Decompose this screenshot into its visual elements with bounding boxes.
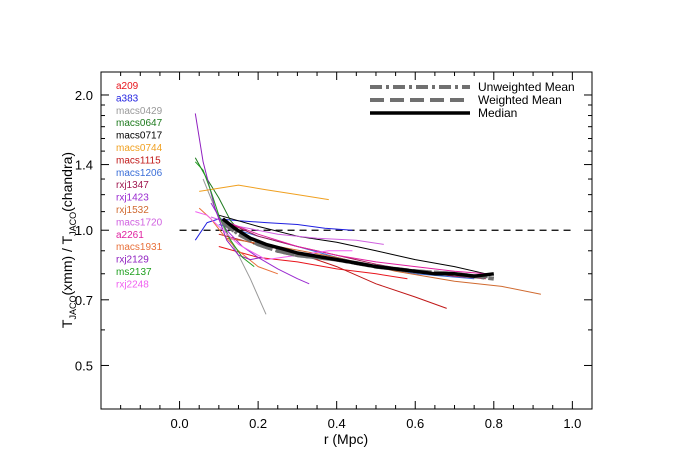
series-line-macs1931 [198, 207, 278, 275]
legend-entry-rxj2248: rxj2248 [116, 279, 149, 290]
x-tick-label: 0.0 [171, 416, 189, 431]
y-tick-label: 1.0 [75, 223, 93, 238]
summary-line-unweighted-mean [221, 219, 495, 281]
series-line-macs0744 [199, 184, 329, 201]
legend-entry-macs0717: macs0717 [116, 131, 163, 142]
series-layer [194, 113, 541, 315]
y-title-part-3: (chandra) [59, 152, 75, 212]
plot-frame [100, 71, 593, 410]
series-line-a209 [218, 246, 408, 280]
tick-layer: 0.0 0.2 0.4 0.6 0.8 1.0 0.5 0.7 1.0 1.4 2.0 [75, 72, 592, 431]
y-tick-label: 1.4 [75, 158, 93, 173]
summary-layer [221, 217, 495, 281]
legend-entry-macs1206: macs1206 [116, 168, 163, 179]
legend-entry-macs0429: macs0429 [116, 106, 163, 117]
x-tick-label: 0.4 [328, 416, 346, 431]
legend-entry-rxj1532: rxj1532 [116, 205, 149, 216]
legend-entry-macs1931: macs1931 [116, 242, 163, 253]
series-line-macs0717 [218, 214, 487, 275]
x-tick-label: 1.0 [563, 416, 581, 431]
y-tick-label: 0.5 [75, 358, 93, 373]
legend-entry-a209: a209 [116, 81, 139, 92]
legend-entry-rxj2129: rxj2129 [116, 255, 149, 266]
series-line-rxj1347 [218, 218, 486, 280]
legend-entry-a383: a383 [116, 93, 139, 104]
series-line-rxj2248 [195, 211, 353, 261]
legend-label-weighted-mean: Weighted Mean [478, 93, 562, 107]
x-axis-title: r (Mpc) [324, 431, 368, 447]
y-axis-title: TJACO(xmm) / TJACO(chandra) [59, 152, 78, 328]
y-title-sub-1: JACO [68, 295, 78, 319]
x-tick-label: 0.2 [249, 416, 267, 431]
legend-entry-macs1115: macs1115 [116, 155, 161, 166]
summary-line-median [221, 217, 495, 278]
y-tick-label: 2.0 [75, 88, 93, 103]
legend-entry-rxj1423: rxj1423 [116, 193, 149, 204]
series-line-rxj2129 [194, 113, 263, 261]
legend-entry-macs0744: macs0744 [116, 143, 163, 154]
legend-entry-rxj1347: rxj1347 [116, 180, 149, 191]
legend-entry-ms2137: ms2137 [116, 267, 152, 278]
series-line-rxj1423 [210, 202, 310, 285]
legend-label-median: Median [478, 106, 517, 120]
y-title-part-2: (xmm) / T [59, 235, 75, 295]
y-tick-label: 0.7 [75, 293, 93, 308]
series-line-a383 [194, 218, 353, 241]
legend-entry-macs0647: macs0647 [116, 118, 163, 129]
x-tick-label: 0.6 [406, 416, 424, 431]
legend-entry-macs1720: macs1720 [116, 217, 163, 228]
y-title-sub-2: JACO [68, 212, 78, 236]
legend-entry-a2261: a2261 [116, 230, 144, 241]
x-tick-label: 0.8 [485, 416, 503, 431]
series-line-ms2137 [194, 161, 255, 267]
legend-label-unweighted-mean: Unweighted Mean [478, 80, 575, 94]
y-title-part-1: T [59, 319, 75, 328]
series-line-a2261 [218, 218, 486, 275]
